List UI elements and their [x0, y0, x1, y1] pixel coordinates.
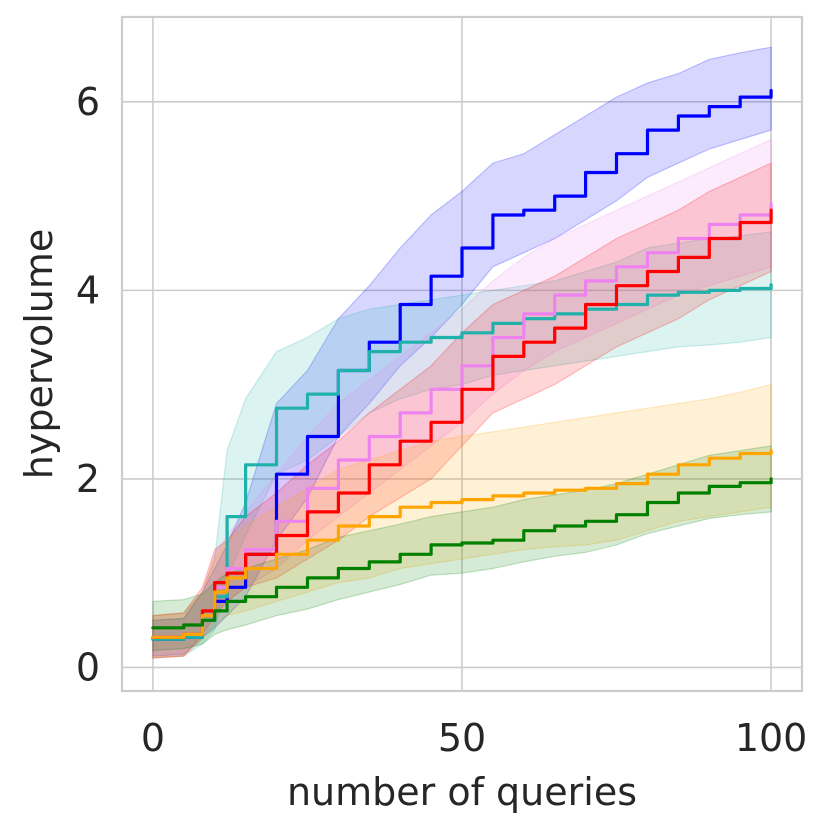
y-tick-label: 4 [76, 268, 100, 312]
y-axis-label: hypervolume [17, 229, 61, 479]
x-tick-label: 100 [735, 716, 808, 760]
x-axis-label: number of queries [287, 770, 637, 814]
grid-lines [122, 17, 802, 691]
x-tick-labels: 0 50 100 [141, 716, 808, 760]
series-lines [151, 88, 773, 641]
band-teal [152, 231, 772, 659]
band-blue [152, 46, 772, 657]
y-tick-label: 2 [76, 457, 100, 501]
band-orange [152, 383, 772, 659]
x-tick-label: 0 [141, 716, 165, 760]
y-tick-labels: 0 2 4 6 [76, 80, 100, 690]
line-green [151, 477, 773, 630]
x-tick-label: 50 [438, 716, 486, 760]
y-tick-label: 0 [76, 645, 100, 689]
plot-frame [120, 15, 804, 693]
y-tick-label: 6 [76, 80, 100, 124]
line-orange [151, 449, 773, 639]
